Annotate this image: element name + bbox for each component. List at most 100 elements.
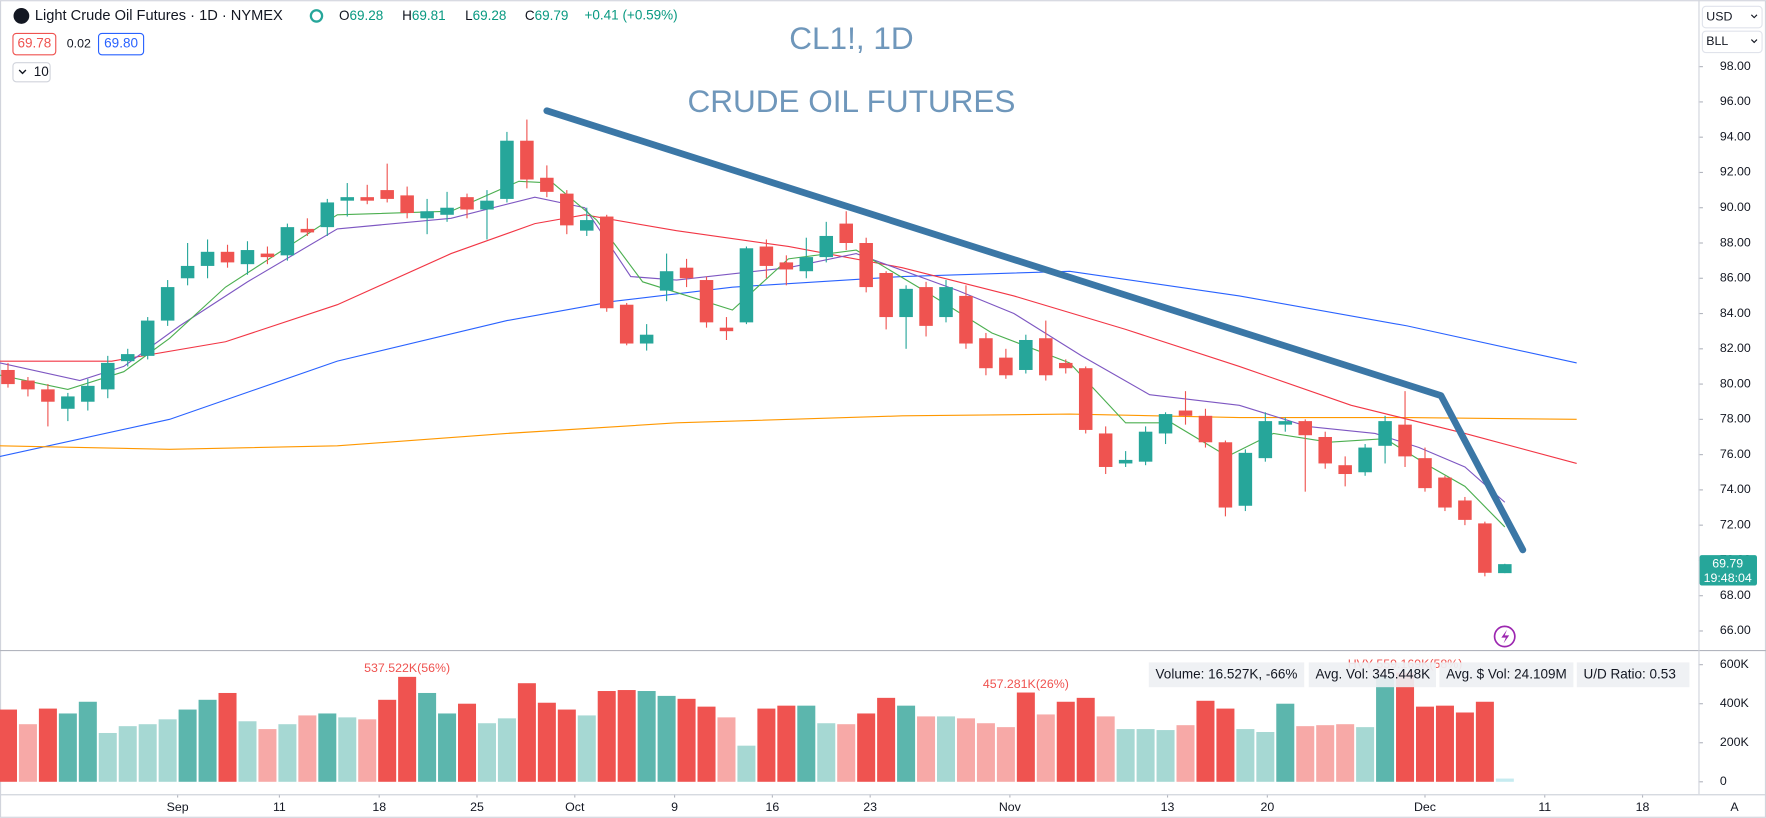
symbol-logo xyxy=(13,8,30,24)
candle-body xyxy=(1198,415,1213,443)
candle-body xyxy=(180,265,195,279)
candle-body xyxy=(799,257,814,272)
volume-bar xyxy=(298,715,317,782)
candle-body xyxy=(1378,421,1392,446)
candle-body xyxy=(1398,424,1412,457)
y-tick-label: 66.00 xyxy=(1720,623,1751,637)
volume-bar xyxy=(78,701,97,782)
candle-body xyxy=(639,334,654,344)
chevron-icon xyxy=(18,69,27,75)
volume-bar xyxy=(1236,729,1255,782)
candle-body xyxy=(21,380,35,390)
candle-body xyxy=(739,248,754,323)
alert-icon[interactable] xyxy=(1493,625,1516,648)
indicator-toggle[interactable] xyxy=(12,62,51,83)
volume-bar xyxy=(58,713,77,782)
x-tick-label: Dec xyxy=(1414,800,1436,814)
volume-bar xyxy=(1036,714,1055,782)
currency-select[interactable] xyxy=(1701,5,1763,29)
candle-body xyxy=(560,193,574,226)
last-price-tag xyxy=(1699,555,1757,586)
ask-box[interactable] xyxy=(97,32,145,56)
candle-body xyxy=(1498,564,1512,574)
volume-stat: Avg. Vol: 345.448K xyxy=(1315,666,1430,681)
volume-bar xyxy=(657,695,676,782)
candle-body xyxy=(1278,421,1293,425)
x-tick-label: 18 xyxy=(372,800,386,814)
market-status[interactable] xyxy=(309,9,324,23)
volume-bar xyxy=(597,691,616,782)
unit-select[interactable] xyxy=(1701,30,1763,54)
currency: USD xyxy=(1706,9,1732,23)
candle-body xyxy=(1298,421,1313,436)
ohlc-open: O69.28 xyxy=(339,7,383,22)
volume-bar xyxy=(897,705,916,782)
candle-body xyxy=(859,243,873,288)
unit: BLL xyxy=(1706,34,1728,48)
volume-bar xyxy=(737,745,756,782)
candle-body xyxy=(999,357,1013,376)
candle-body xyxy=(460,197,474,210)
volume-bar xyxy=(1056,701,1075,782)
volume-bar xyxy=(238,721,257,782)
moving-average xyxy=(0,270,1577,457)
x-tick-label: Sep xyxy=(167,800,189,814)
symbol-name[interactable]: Light Crude Oil Futures · 1D · NYMEX xyxy=(35,8,283,24)
candle-body xyxy=(599,216,614,309)
candle-body xyxy=(1039,338,1053,376)
candle-body xyxy=(380,190,394,199)
ohlc-key: C xyxy=(525,7,535,22)
volume-bar xyxy=(877,697,896,782)
volume-bar xyxy=(98,732,117,782)
volume-bar xyxy=(1116,729,1135,782)
y-tick-label: 86.00 xyxy=(1720,271,1751,285)
candle-body xyxy=(320,202,335,228)
volume-bar xyxy=(1336,724,1355,782)
last-price: 69.79 xyxy=(1712,556,1743,570)
candle-body xyxy=(340,197,355,201)
x-tick-label: 16 xyxy=(765,800,779,814)
candle-body xyxy=(480,200,494,210)
candle-body xyxy=(1478,523,1492,573)
volume-bar xyxy=(1096,716,1115,782)
volume-bar xyxy=(1196,700,1215,782)
volume-bar xyxy=(477,723,496,782)
ohlc-key: O xyxy=(339,7,350,22)
x-tick-label: 11 xyxy=(273,800,286,814)
ohlc-value: 69.28 xyxy=(350,7,384,22)
candle-body xyxy=(1238,452,1253,506)
watermark-title: CL1!, 1D xyxy=(789,20,913,56)
volume-bar xyxy=(38,708,57,782)
candle-body xyxy=(939,287,953,318)
moving-average xyxy=(0,180,1506,528)
candle-body xyxy=(220,251,235,263)
volume-bar xyxy=(158,719,177,782)
volume-bar xyxy=(697,706,716,782)
volume-bar xyxy=(936,716,956,782)
auto-scale[interactable]: A xyxy=(1730,800,1739,814)
candle-body xyxy=(1138,431,1153,462)
volume-value-label: 457.281K(26%) xyxy=(983,677,1069,691)
volume-bar xyxy=(438,713,457,782)
volume-bar xyxy=(1495,778,1514,782)
volume-bar xyxy=(1176,725,1195,782)
volume-value-label: 537.522K(56%) xyxy=(364,661,450,675)
volume-stat: Avg. $ Vol: 24.109M xyxy=(1446,666,1567,681)
y-tick-label: 68.00 xyxy=(1720,588,1751,602)
volume-bar xyxy=(1136,729,1155,782)
volume-bar xyxy=(1455,712,1474,782)
volume-bar xyxy=(996,727,1015,782)
candle-body xyxy=(839,223,853,244)
y-tick-label: 92.00 xyxy=(1720,165,1751,179)
candle-body xyxy=(1218,442,1233,508)
candle-body xyxy=(400,195,414,214)
volume-bar xyxy=(1016,692,1035,782)
x-tick-label: 9 xyxy=(671,800,678,814)
volume-stat-box xyxy=(1148,662,1305,688)
chevron-icon xyxy=(1750,14,1758,19)
bid-box[interactable] xyxy=(12,32,57,56)
candle-body xyxy=(101,362,115,390)
volume-bar xyxy=(717,717,736,782)
candle-body xyxy=(679,267,694,279)
